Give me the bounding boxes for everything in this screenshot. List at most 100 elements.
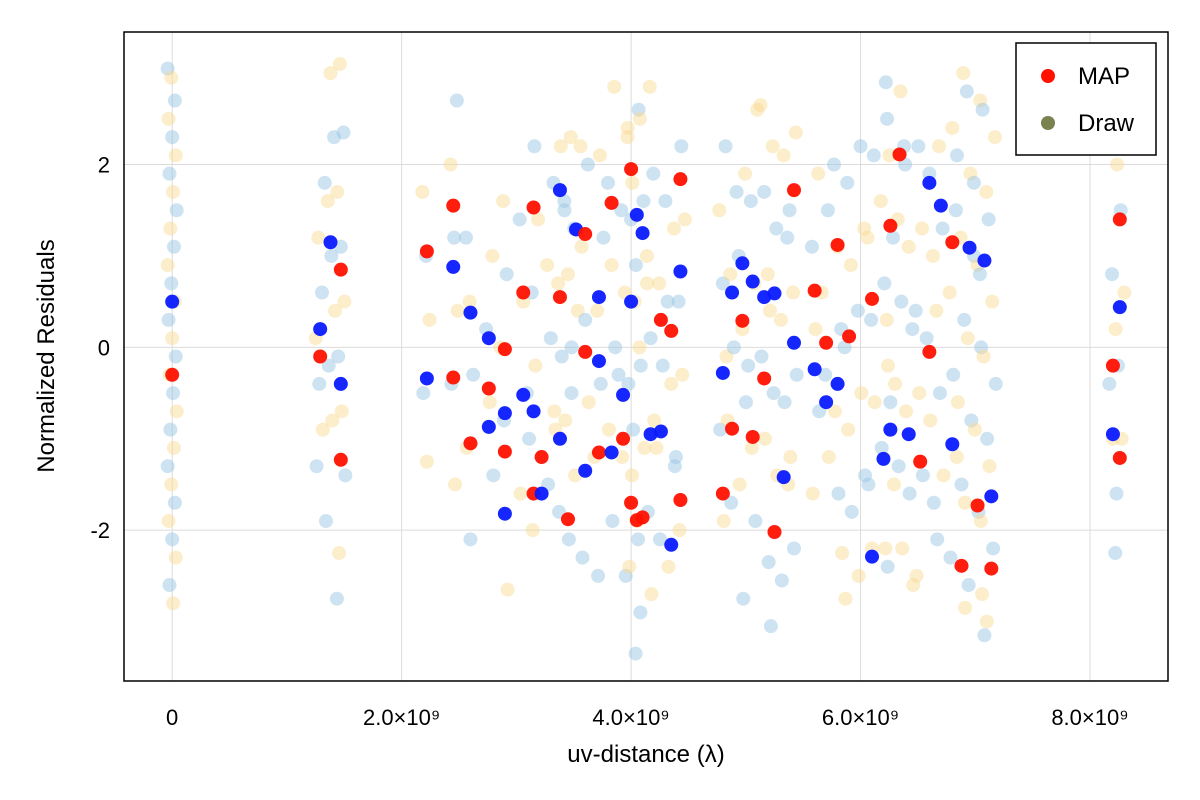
map-point [497, 506, 512, 521]
draw-point [320, 194, 335, 209]
draw-point [624, 468, 639, 483]
draw-point [867, 395, 882, 410]
draw-point [496, 194, 511, 209]
draw-point [804, 239, 819, 254]
draw-point [1108, 322, 1123, 337]
draw-point [593, 376, 608, 391]
draw-point [789, 367, 804, 382]
draw-point [835, 546, 850, 561]
draw-point [826, 157, 841, 172]
draw-point [655, 358, 670, 373]
draw-point [782, 203, 797, 218]
map-point [883, 422, 898, 437]
map-point [1105, 358, 1120, 373]
draw-point [558, 413, 573, 428]
draw-point [964, 413, 979, 428]
map-point [767, 525, 782, 540]
draw-point [573, 139, 588, 154]
draw-point [915, 468, 930, 483]
map-point [333, 376, 348, 391]
map-point [984, 489, 999, 504]
map-point [624, 162, 639, 177]
draw-point [805, 486, 820, 501]
draw-point [168, 148, 183, 163]
draw-point [901, 239, 916, 254]
draw-point [866, 148, 881, 163]
draw-point [596, 230, 611, 245]
draw-point [729, 184, 744, 199]
draw-point [592, 148, 607, 163]
draw-point [979, 184, 994, 199]
map-point [883, 218, 898, 233]
draw-point [908, 303, 923, 318]
map-point [807, 283, 822, 298]
draw-point [909, 568, 924, 583]
draw-point [1109, 486, 1124, 501]
draw-point [811, 166, 826, 181]
draw-point [463, 532, 478, 547]
draw-point [741, 358, 756, 373]
draw-point [858, 468, 873, 483]
draw-point [877, 276, 892, 291]
draw-point [328, 303, 343, 318]
draw-point [840, 175, 855, 190]
draw-point [166, 184, 181, 199]
map-point [313, 322, 328, 337]
draw-point [338, 468, 353, 483]
map-point [323, 235, 338, 250]
draw-point [329, 591, 344, 606]
draw-point [611, 367, 626, 382]
draw-point [957, 312, 972, 327]
map-point [892, 147, 907, 162]
draw-point [661, 559, 676, 574]
legend-label-draw: Draw [1078, 110, 1135, 137]
draw-point [632, 111, 647, 126]
map-point [481, 331, 496, 346]
map-point [591, 290, 606, 305]
plot-area [124, 32, 1168, 681]
draw-point [323, 66, 338, 81]
draw-point [761, 555, 776, 570]
map-point [313, 349, 328, 364]
draw-point [1108, 546, 1123, 561]
draw-point [169, 404, 184, 419]
draw-point [857, 221, 872, 236]
draw-point [639, 248, 654, 263]
map-point [830, 237, 845, 252]
draw-point [942, 285, 957, 300]
draw-point [671, 294, 686, 309]
draw-point [902, 486, 917, 501]
draw-point [958, 495, 973, 510]
map-point [333, 452, 348, 467]
draw-point [570, 303, 585, 318]
map-point [446, 198, 461, 213]
map-point [560, 512, 575, 527]
draw-point [1117, 285, 1132, 300]
map-point [807, 362, 822, 377]
draw-point [886, 477, 901, 492]
draw-point [618, 568, 633, 583]
draw-point [987, 130, 1002, 145]
draw-point [718, 139, 733, 154]
draw-point [604, 258, 619, 273]
draw-point [448, 477, 463, 492]
x-tick-label: 6.0×10⁹ [822, 705, 899, 730]
draw-point [986, 541, 1001, 556]
draw-point [891, 459, 906, 474]
draw-point [600, 175, 615, 190]
draw-point [818, 367, 833, 382]
draw-point [786, 285, 801, 300]
draw-point [945, 120, 960, 135]
draw-point [766, 386, 781, 401]
draw-point [841, 422, 856, 437]
draw-point [167, 495, 182, 510]
draw-point [311, 230, 326, 245]
draw-point [590, 303, 605, 318]
map-point [819, 395, 834, 410]
draw-point [482, 395, 497, 410]
draw-point [844, 504, 859, 519]
draw-point [753, 98, 768, 113]
plot-frame [123, 31, 1169, 682]
draw-point [960, 331, 975, 346]
draw-point [959, 84, 974, 99]
